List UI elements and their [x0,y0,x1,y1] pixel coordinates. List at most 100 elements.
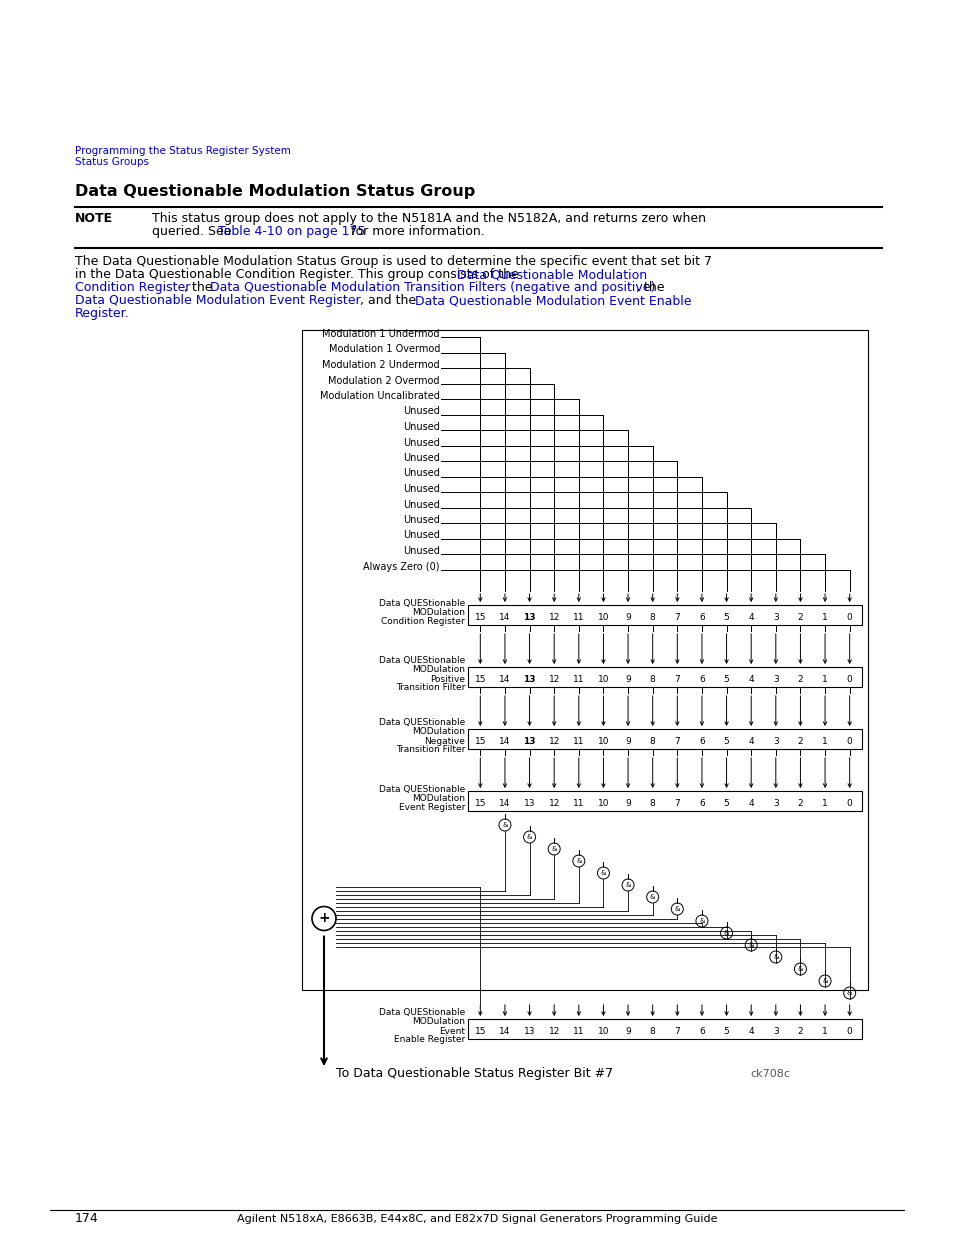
Text: 2: 2 [797,1028,802,1036]
Text: 7: 7 [674,676,679,684]
Text: 5: 5 [723,676,729,684]
Text: &: & [551,846,557,852]
Text: Modulation 2 Overmod: Modulation 2 Overmod [328,375,439,385]
Text: Event: Event [438,1026,464,1035]
Text: 12: 12 [548,676,559,684]
Text: 10: 10 [598,676,609,684]
Text: 174: 174 [75,1212,99,1225]
Text: Table 4-10 on page 175: Table 4-10 on page 175 [218,225,365,238]
Text: &: & [699,918,704,924]
Text: Modulation 1 Undermod: Modulation 1 Undermod [322,329,439,338]
Bar [468,790,862,811]
Text: 4: 4 [747,799,753,808]
Text: 1: 1 [821,613,827,622]
Text: Unused: Unused [403,468,439,478]
Text: 8: 8 [649,799,655,808]
Text: 13: 13 [523,613,536,622]
Text: 6: 6 [699,613,704,622]
Text: 12: 12 [548,613,559,622]
Text: 0: 0 [846,1028,852,1036]
Text: Unused: Unused [403,453,439,463]
Text: MODulation: MODulation [412,794,464,803]
Text: 10: 10 [598,737,609,746]
Text: Transition Filter: Transition Filter [395,746,464,755]
Text: 13: 13 [523,676,536,684]
Text: Unused: Unused [403,531,439,541]
Text: 15: 15 [474,799,485,808]
Text: in the Data Questionable Condition Register. This group consists of the: in the Data Questionable Condition Regis… [75,268,522,282]
Text: +: + [318,910,330,925]
Text: Data QUEStionable: Data QUEStionable [378,1009,464,1018]
Text: To Data Questionable Status Register Bit #7: To Data Questionable Status Register Bit… [335,1067,613,1079]
Text: 4: 4 [747,1028,753,1036]
Text: 5: 5 [723,799,729,808]
Text: Unused: Unused [403,515,439,525]
Text: 6: 6 [699,676,704,684]
Text: &: & [723,930,728,936]
Text: Always Zero (0): Always Zero (0) [363,562,439,572]
Text: 2: 2 [797,613,802,622]
Text: Unused: Unused [403,499,439,510]
Text: &: & [674,906,679,911]
Bar [468,605,862,625]
Text: 12: 12 [548,799,559,808]
Text: 3: 3 [772,613,778,622]
Text: 9: 9 [624,799,630,808]
Text: 6: 6 [699,737,704,746]
Text: Data QUEStionable: Data QUEStionable [378,599,464,608]
Text: &: & [576,858,581,864]
Text: Data Questionable Modulation Event Register: Data Questionable Modulation Event Regis… [75,294,360,308]
Text: The Data Questionable Modulation Status Group is used to determine the specific : The Data Questionable Modulation Status … [75,254,711,268]
Text: 8: 8 [649,737,655,746]
Text: Condition Register: Condition Register [381,618,464,626]
Text: &: & [748,942,753,948]
Text: ck708c: ck708c [749,1070,789,1079]
Text: Data Questionable Modulation Event Enable: Data Questionable Modulation Event Enabl… [415,294,691,308]
Text: NOTE: NOTE [75,212,113,225]
Text: 9: 9 [624,1028,630,1036]
Text: 14: 14 [498,613,510,622]
Text: Positive: Positive [430,674,464,683]
Text: Data Questionable Modulation: Data Questionable Modulation [456,268,646,282]
Text: 13: 13 [523,1028,535,1036]
Text: Agilent N518xA, E8663B, E44x8C, and E82x7D Signal Generators Programming Guide: Agilent N518xA, E8663B, E44x8C, and E82x… [236,1214,717,1224]
Text: 5: 5 [723,1028,729,1036]
Text: 15: 15 [474,1028,485,1036]
Text: 15: 15 [474,613,485,622]
Text: 10: 10 [598,613,609,622]
Text: &: & [600,869,605,876]
Text: Data Questionable Modulation Transition Filters (negative and positive): Data Questionable Modulation Transition … [210,282,655,294]
Bar [468,1019,862,1039]
Text: 3: 3 [772,1028,778,1036]
Text: 0: 0 [846,799,852,808]
Text: &: & [797,966,802,972]
Text: Unused: Unused [403,546,439,556]
Text: 1: 1 [821,799,827,808]
Text: 3: 3 [772,737,778,746]
Text: 3: 3 [772,799,778,808]
Text: MODulation: MODulation [412,1018,464,1026]
Text: 4: 4 [747,737,753,746]
Text: Event Register: Event Register [398,803,464,811]
Text: Programming the Status Register System: Programming the Status Register System [75,146,291,156]
Text: 13: 13 [523,737,536,746]
Text: 14: 14 [498,799,510,808]
Text: , and the: , and the [359,294,419,308]
Text: 1: 1 [821,1028,827,1036]
Text: &: & [821,978,827,984]
Text: &: & [772,953,778,960]
Text: Condition Register: Condition Register [75,282,191,294]
Text: Modulation 2 Undermod: Modulation 2 Undermod [322,359,439,370]
Text: Data QUEStionable: Data QUEStionable [378,785,464,794]
Text: This status group does not apply to the N5181A and the N5182A, and returns zero : This status group does not apply to the … [152,212,705,225]
Text: for more information.: for more information. [347,225,484,238]
Text: &: & [624,882,630,888]
Text: 0: 0 [846,737,852,746]
Text: 12: 12 [548,737,559,746]
Text: 3: 3 [772,676,778,684]
Text: 8: 8 [649,676,655,684]
Text: 15: 15 [474,737,485,746]
Text: 13: 13 [523,799,535,808]
Text: 8: 8 [649,1028,655,1036]
Text: 11: 11 [573,676,584,684]
